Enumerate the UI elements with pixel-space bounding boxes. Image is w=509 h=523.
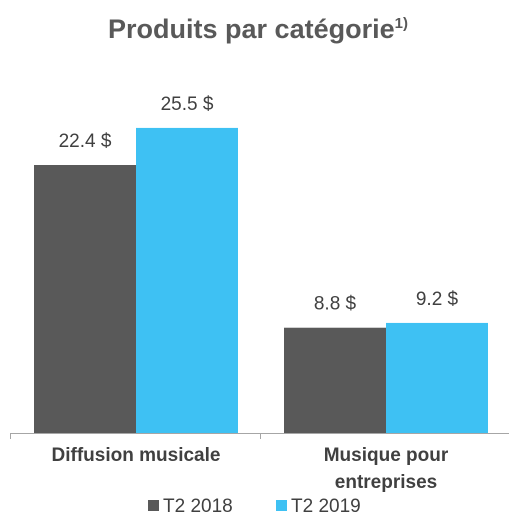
bar-t2-2018-0	[34, 165, 136, 433]
bars	[34, 127, 488, 434]
chart-title-superscript: 1)	[395, 15, 408, 32]
bar-t2-2019-1	[386, 322, 488, 433]
category-label: entreprises	[335, 472, 437, 493]
data-label: 8.8 $	[314, 294, 357, 315]
data-label: 22.4 $	[59, 131, 112, 152]
category-labels: Diffusion musicale Musique pour entreprise…	[52, 445, 449, 493]
bar-t2-2018-1	[284, 327, 386, 433]
legend: T2 2018 T2 2019	[148, 496, 361, 517]
data-labels: 22.4 $ 25.5 $ 8.8 $ 9.2 $	[59, 94, 459, 315]
legend-label: T2 2019	[291, 496, 361, 517]
legend-swatch	[148, 500, 159, 511]
chart-title: Produits par catégorie1)	[108, 14, 408, 44]
category-label: Diffusion musicale	[52, 445, 221, 466]
category-label: Musique pour	[324, 445, 449, 466]
data-label: 25.5 $	[161, 94, 214, 115]
chart-title-main: Produits par catégorie	[108, 14, 395, 44]
legend-label: T2 2018	[163, 496, 233, 517]
bar-t2-2019-0	[136, 127, 238, 434]
legend-swatch	[276, 500, 287, 511]
x-axis	[10, 433, 509, 439]
data-label: 9.2 $	[416, 289, 459, 310]
